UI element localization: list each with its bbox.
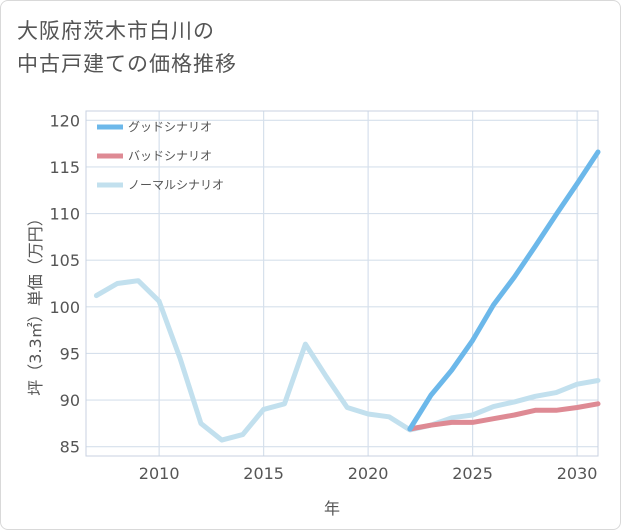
- x-tick-label: 2010: [139, 464, 180, 483]
- y-tick-label: 85: [60, 438, 80, 457]
- y-axis-title: 坪（3.3㎡）単価（万円）: [26, 210, 45, 395]
- x-axis: 2010 2015 2020 2025 2030: [139, 464, 598, 483]
- chart-title: 大阪府茨木市白川の 中古戸建ての価格推移: [17, 15, 237, 81]
- y-tick-label: 90: [60, 391, 80, 410]
- y-tick-label: 110: [49, 205, 80, 224]
- x-tick-label: 2030: [557, 464, 598, 483]
- chart-title-line-1: 大阪府茨木市白川の: [17, 19, 215, 43]
- y-tick-label: 115: [49, 158, 80, 177]
- chart-title-line-2: 中古戸建ての価格推移: [17, 52, 237, 76]
- series-layer: [93, 149, 601, 443]
- series-line-2: [93, 278, 601, 443]
- legend-label-1: バッドシナリオ: [128, 149, 212, 163]
- y-tick-label: 105: [49, 251, 80, 270]
- legend-label-2: ノーマルシナリオ: [128, 178, 224, 192]
- legend-label-0: グッドシナリオ: [128, 120, 212, 134]
- x-tick-label: 2015: [243, 464, 284, 483]
- y-tick-label: 95: [60, 344, 80, 363]
- series-line-0: [407, 149, 601, 432]
- plot-frame: [85, 110, 599, 457]
- x-tick-label: 2025: [452, 464, 493, 483]
- y-axis: 85 90 95 100 105 110 115 120: [49, 111, 80, 456]
- y-tick-label: 100: [49, 298, 80, 317]
- x-axis-title: 年: [324, 499, 340, 518]
- y-tick-label: 120: [49, 111, 80, 130]
- series-line-1: [407, 401, 601, 432]
- x-tick-label: 2020: [348, 464, 389, 483]
